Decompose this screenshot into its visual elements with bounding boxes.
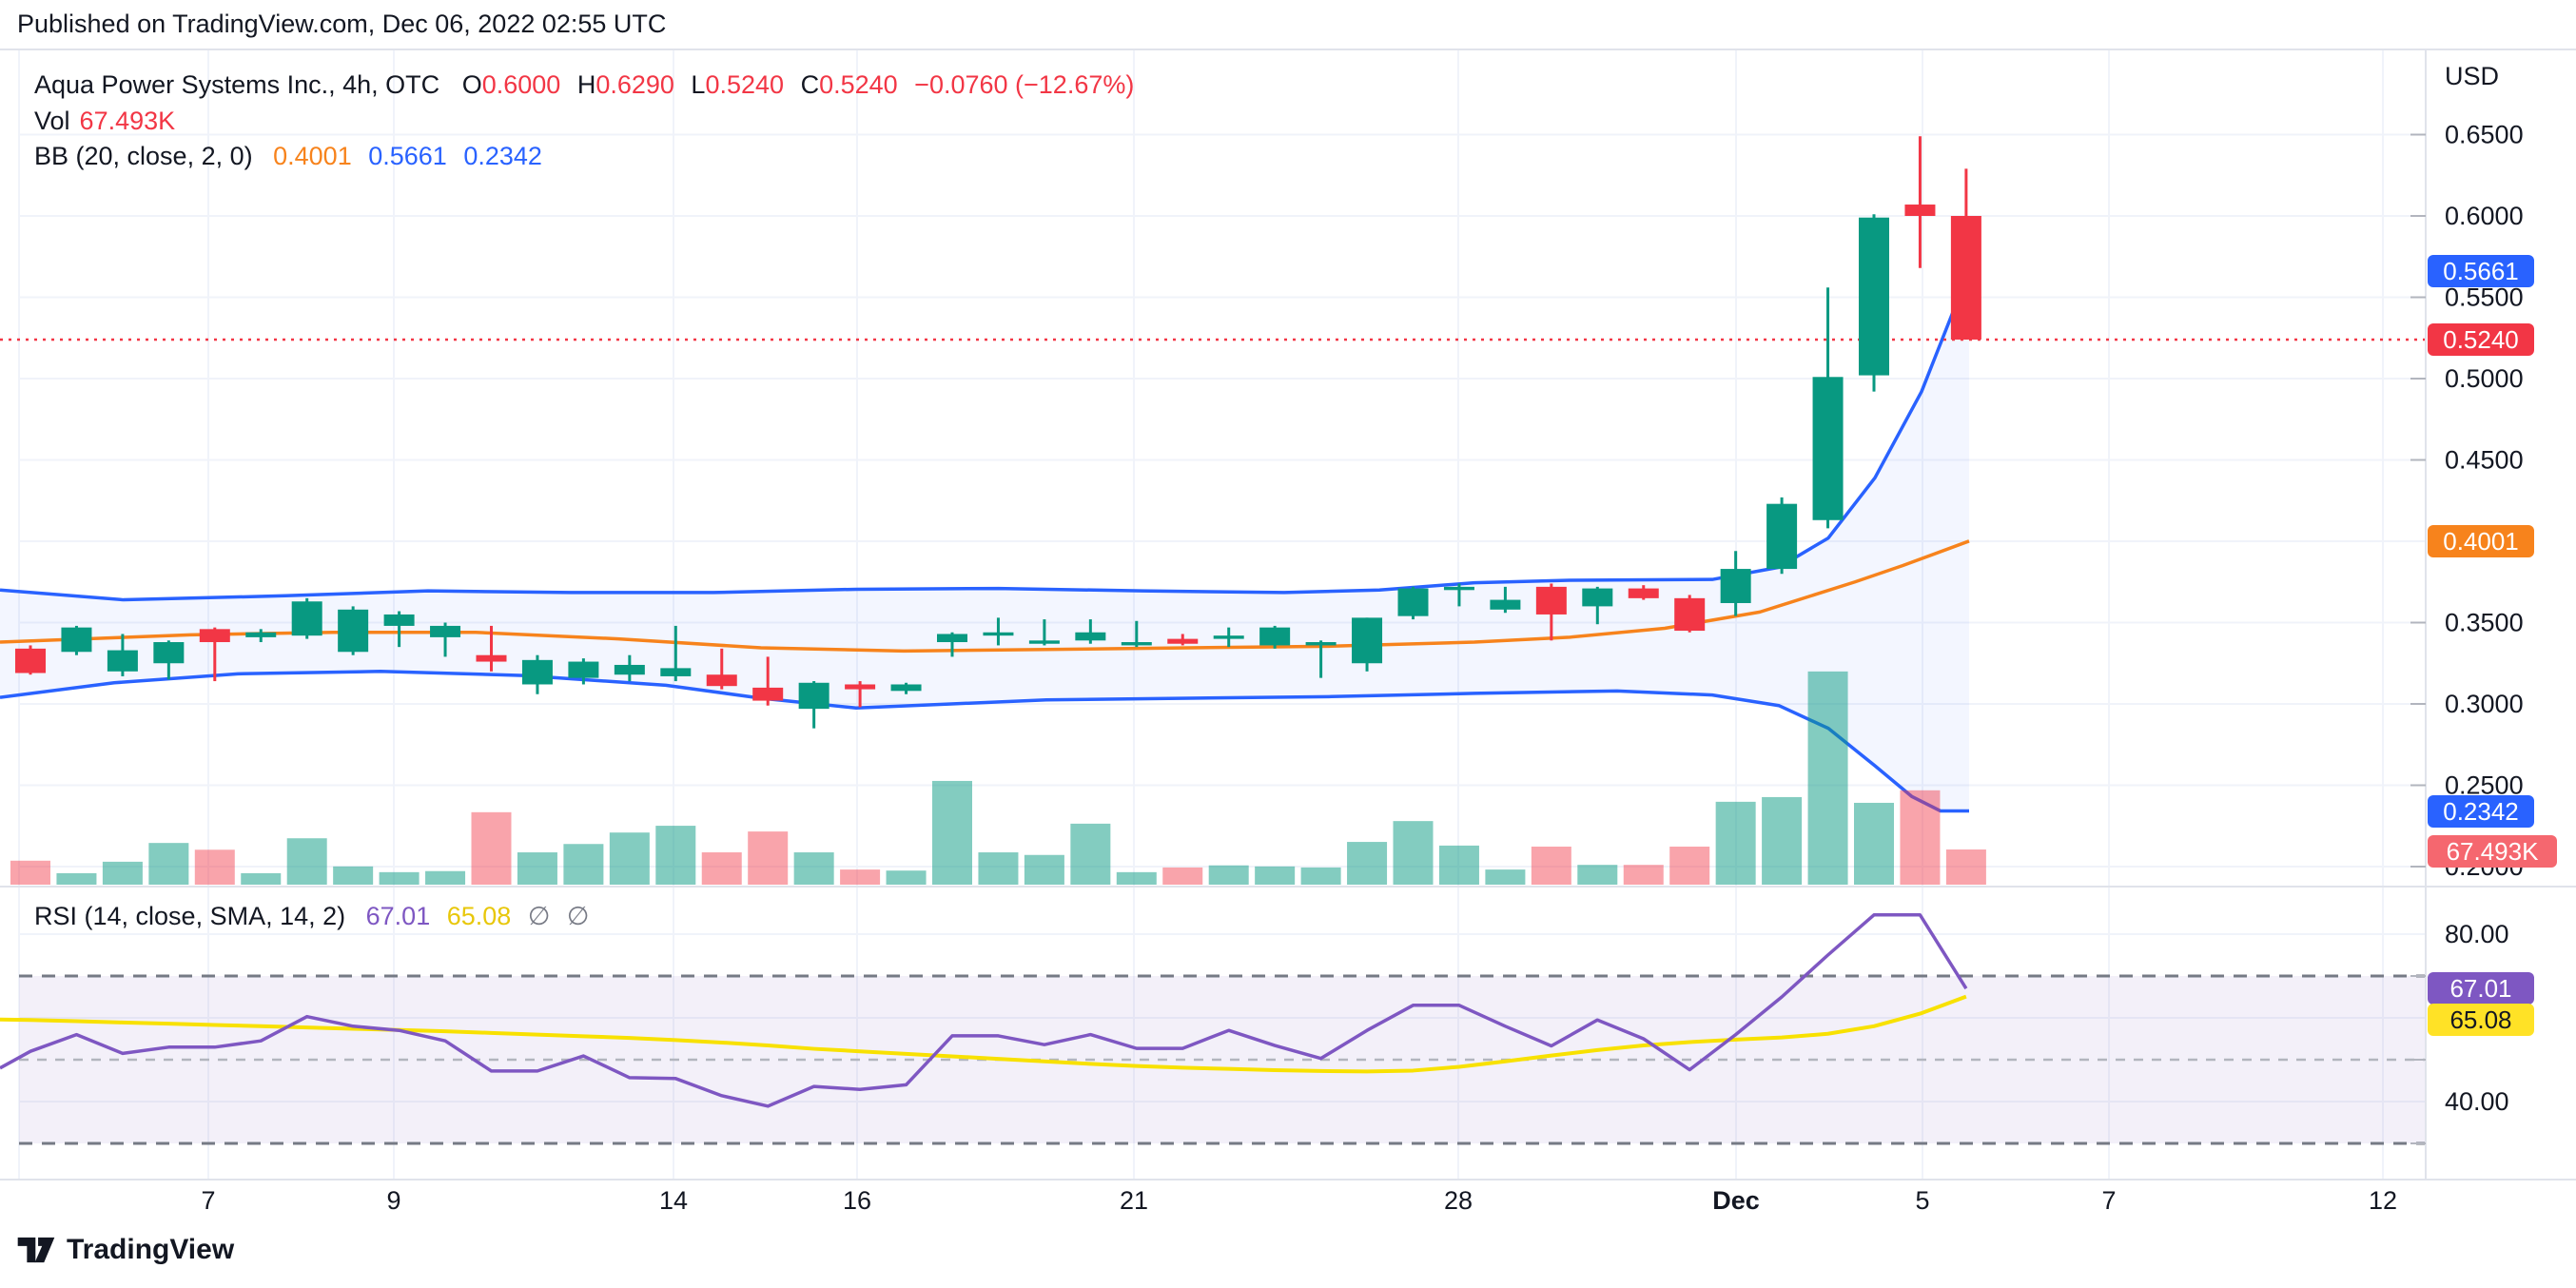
svg-text:0.5000: 0.5000 (2445, 364, 2524, 393)
ohlc-close-label: C (800, 70, 820, 99)
ohlc-close-value: 0.5240 (819, 70, 898, 99)
publish-note: Published on TradingView.com, Dec 06, 20… (17, 10, 667, 38)
svg-text:0.4500: 0.4500 (2445, 446, 2524, 475)
empty-set-icon: ∅ (527, 902, 551, 930)
currency-label: USD (2445, 62, 2499, 90)
rsi-ma-line (0, 994, 1967, 1074)
svg-text:14: 14 (659, 1186, 688, 1215)
bb-legend: BB (20, close, 2, 0) 0.4001 0.5661 0.234… (34, 142, 552, 171)
svg-text:0.3500: 0.3500 (2445, 609, 2524, 637)
time-scale[interactable] (0, 1181, 2576, 1229)
candles (15, 136, 1981, 729)
ohlc-open-value: 0.6000 (481, 70, 561, 99)
ohlc-high-value: 0.6290 (595, 70, 674, 99)
bb-upper-badge: 0.5661 (2428, 254, 2534, 287)
ohlc-high-label: H (576, 70, 596, 99)
ohlc-low-label: L (691, 70, 706, 99)
ohlc-low-value: 0.5240 (705, 70, 785, 99)
svg-text:28: 28 (1444, 1186, 1473, 1215)
bb-upper-value: 0.5661 (368, 142, 447, 170)
rsi-ma-badge: 65.08 (2428, 1004, 2534, 1036)
svg-text:7: 7 (201, 1186, 215, 1215)
change-value: −0.0760 (−12.67%) (914, 70, 1135, 99)
svg-text:0.2500: 0.2500 (2445, 771, 2524, 800)
svg-text:5: 5 (1915, 1186, 1929, 1215)
svg-text:16: 16 (843, 1186, 871, 1215)
rsi-value: 67.01 (365, 902, 431, 930)
svg-text:0.6500: 0.6500 (2445, 121, 2524, 149)
svg-text:0.5500: 0.5500 (2445, 283, 2524, 312)
volume-value: 67.493K (79, 107, 176, 135)
bb-label: BB (20, close, 2, 0) (34, 142, 253, 170)
rsi-legend: RSI (14, close, SMA, 14, 2) 67.01 65.08 … (34, 902, 598, 931)
rsi-badge: 67.01 (2428, 972, 2534, 1005)
svg-text:0.3000: 0.3000 (2445, 690, 2524, 718)
bb-bands (0, 270, 1971, 813)
tradingview-logo-icon (17, 1237, 55, 1263)
ohlc-open-label: O (461, 70, 482, 99)
bb-lower-value: 0.2342 (463, 142, 542, 170)
rsi-line (0, 913, 1968, 1108)
symbol-title: Aqua Power Systems Inc., 4h, OTC (34, 70, 440, 99)
bb-fill (0, 270, 1969, 811)
svg-text:9: 9 (386, 1186, 400, 1215)
volume-bars (10, 671, 1986, 885)
tradingview-logo-text: TradingView (67, 1234, 235, 1265)
tradingview-attribution[interactable]: TradingView (17, 1233, 234, 1267)
pane-separators (0, 49, 2576, 1181)
symbol-legend: Aqua Power Systems Inc., 4h, OTC O0.6000… (34, 70, 1143, 100)
rsi-label: RSI (14, close, SMA, 14, 2) (34, 902, 346, 930)
volume-badge: 67.493K (2428, 835, 2557, 868)
bb-basis-badge: 0.4001 (2428, 524, 2534, 557)
svg-text:21: 21 (1120, 1186, 1148, 1215)
svg-text:40.00: 40.00 (2445, 1087, 2509, 1116)
bb-basis-value: 0.4001 (273, 142, 352, 170)
empty-set-icon: ∅ (566, 902, 590, 930)
svg-text:80.00: 80.00 (2445, 920, 2509, 948)
svg-text:12: 12 (2369, 1186, 2397, 1215)
bb-lower-badge: 0.2342 (2428, 794, 2534, 828)
grid (18, 49, 2426, 1180)
svg-text:7: 7 (2101, 1186, 2116, 1215)
volume-label: Vol (34, 107, 70, 135)
volume-legend: Vol 67.493K (34, 107, 185, 136)
svg-text:Dec: Dec (1712, 1186, 1760, 1215)
svg-text:0.6000: 0.6000 (2445, 202, 2524, 230)
rsi-ma-value: 65.08 (446, 902, 512, 930)
price-close-badge: 0.5240 (2428, 322, 2534, 356)
